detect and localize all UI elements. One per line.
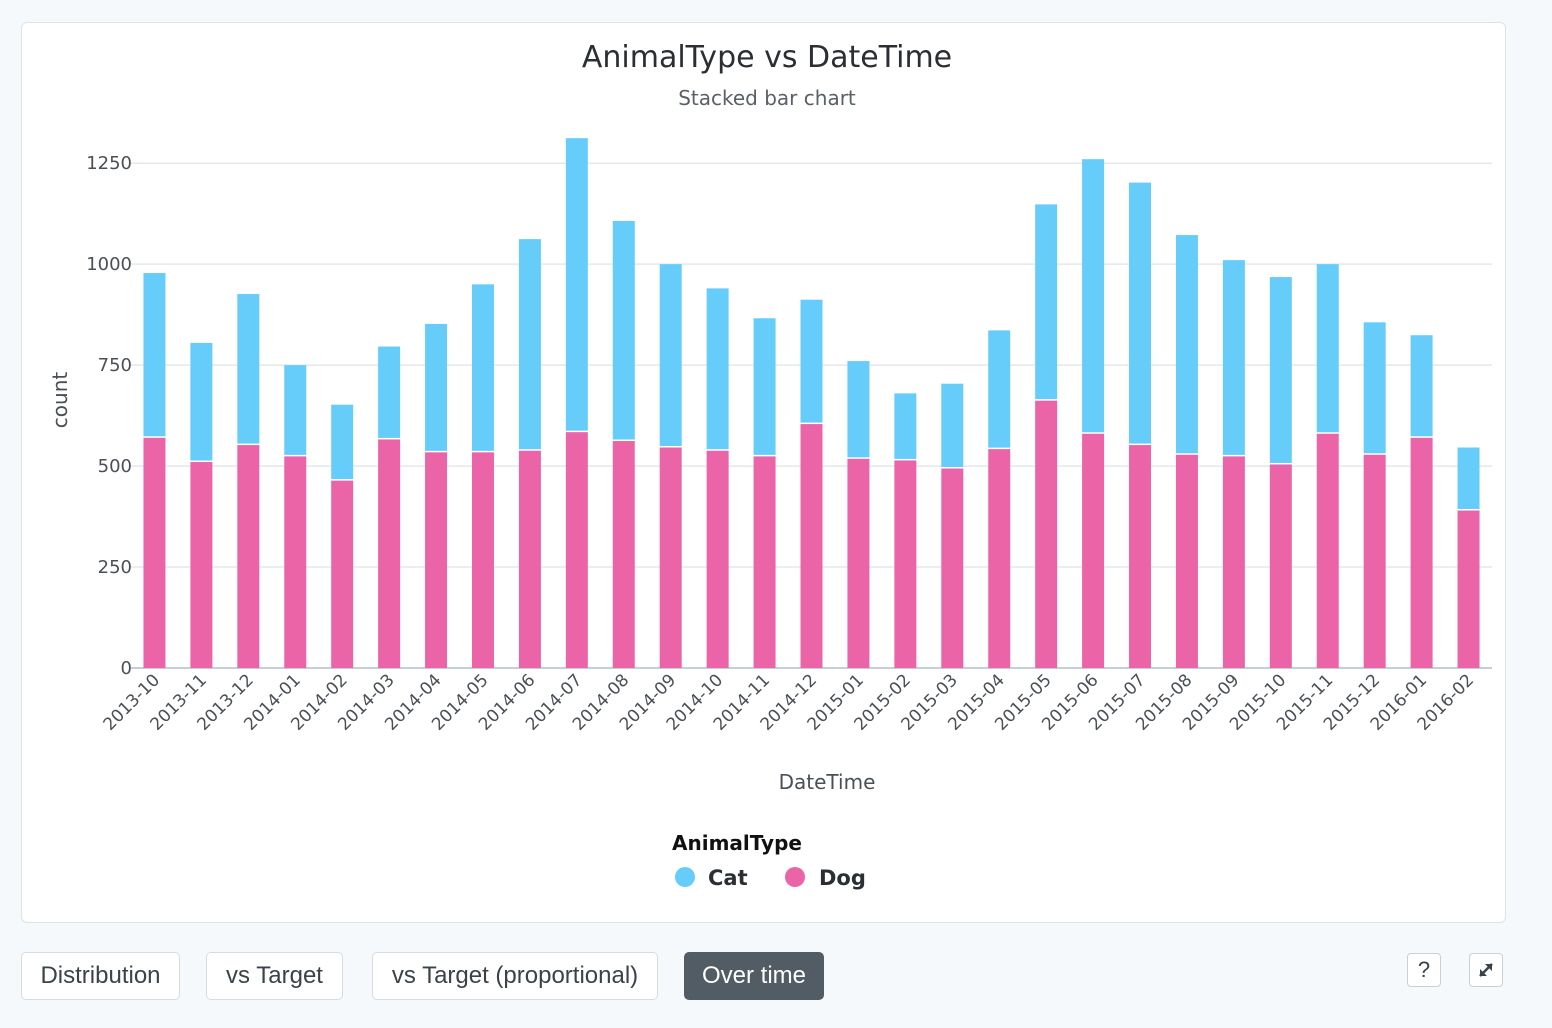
help-icon: ? — [1417, 957, 1431, 982]
tab-vs-target-proportional[interactable]: vs Target (proportional) — [372, 952, 658, 1000]
bar-cat — [1410, 335, 1433, 437]
bar-cat — [425, 323, 448, 451]
bar-cat — [941, 383, 964, 467]
tab-vs-target-proportional-label: vs Target (proportional) — [391, 962, 639, 989]
bar-dog — [518, 450, 541, 668]
bar-cat — [1363, 322, 1386, 454]
tab-distribution[interactable]: Distribution — [21, 952, 180, 1000]
bar-cat — [471, 284, 494, 451]
bar-dog — [1457, 510, 1480, 668]
bar-cat — [1316, 264, 1339, 433]
bar-dog — [1316, 433, 1339, 668]
bar-cat — [284, 365, 307, 455]
bar-dog — [378, 439, 401, 668]
bar-dog — [425, 452, 448, 668]
bar-cat — [1457, 447, 1480, 509]
bar-dog — [706, 450, 729, 668]
bar-dog — [284, 456, 307, 668]
bar-cat — [1269, 277, 1292, 463]
chart-title: AnimalType vs DateTime — [582, 40, 952, 75]
bar-cat — [331, 404, 354, 480]
chart-card: AnimalType vs DateTime Stacked bar chart 0… — [21, 22, 1506, 923]
bar-dog — [471, 452, 494, 668]
bar-dog — [1175, 454, 1198, 668]
legend-cat-label: Cat — [708, 866, 748, 890]
bar-dog — [1129, 445, 1152, 668]
bar-cat — [800, 299, 823, 423]
bar-cat — [237, 294, 260, 444]
bar-dog — [988, 449, 1011, 668]
bar-dog — [753, 456, 776, 668]
bar-dog — [659, 447, 682, 668]
bar-dog — [941, 468, 964, 668]
bar-cat — [565, 138, 588, 431]
y-axis-label: count — [48, 372, 72, 429]
tab-vs-target-label: vs Target — [226, 962, 323, 989]
y-tick-label: 750 — [98, 355, 132, 376]
help-button[interactable]: ? — [1407, 953, 1441, 987]
bar-cat — [706, 288, 729, 450]
tab-vs-target[interactable]: vs Target — [206, 952, 343, 1000]
bar-cat — [847, 361, 870, 458]
bar-cat — [988, 330, 1011, 448]
chart-subtitle: Stacked bar chart — [678, 86, 856, 110]
bar-cat — [1175, 235, 1198, 454]
bar-dog — [1082, 433, 1105, 668]
bar-cat — [143, 273, 166, 437]
tab-over-time-label: Over time — [701, 962, 806, 989]
y-tick-label: 500 — [98, 456, 132, 477]
y-tick-label: 1250 — [86, 153, 132, 174]
bar-dog — [143, 437, 166, 668]
bar-dog — [1410, 437, 1433, 668]
bar-dog — [237, 445, 260, 668]
legend-dog-swatch — [785, 867, 805, 887]
bar-dog — [894, 460, 917, 668]
y-tick-label: 0 — [121, 658, 132, 679]
bar-dog — [800, 424, 823, 668]
bar-dog — [1222, 456, 1245, 668]
tab-distribution-label: Distribution — [40, 962, 161, 989]
bar-cat — [894, 393, 917, 459]
expand-button[interactable] — [1469, 953, 1503, 987]
bar-cat — [378, 346, 401, 438]
bar-dog — [1269, 464, 1292, 668]
bar-dog — [847, 458, 870, 668]
tab-over-time[interactable]: Over time — [684, 952, 824, 1000]
bar-cat — [518, 239, 541, 450]
legend-dog-label: Dog — [819, 866, 866, 890]
bar-cat — [1035, 204, 1058, 400]
legend-cat-swatch — [675, 867, 695, 887]
bar-cat — [753, 318, 776, 455]
expand-icon — [1479, 963, 1493, 977]
bar-cat — [659, 264, 682, 446]
bar-cat — [190, 342, 213, 461]
bar-cat — [612, 220, 635, 440]
bar-dog — [1035, 400, 1058, 668]
bar-cat — [1129, 182, 1152, 444]
y-tick-label: 1000 — [86, 254, 132, 275]
bar-dog — [331, 480, 354, 668]
bar-dog — [612, 441, 635, 668]
bar-dog — [565, 432, 588, 668]
x-axis-label: DateTime — [779, 770, 876, 794]
bar-dog — [1363, 454, 1386, 668]
stacked-bar-chart: AnimalType vs DateTime Stacked bar chart 0… — [48, 40, 1492, 890]
bar-dog — [190, 462, 213, 668]
bar-cat — [1222, 260, 1245, 455]
legend-title: AnimalType — [672, 831, 802, 855]
bar-cat — [1082, 159, 1105, 433]
y-tick-label: 250 — [98, 557, 132, 578]
